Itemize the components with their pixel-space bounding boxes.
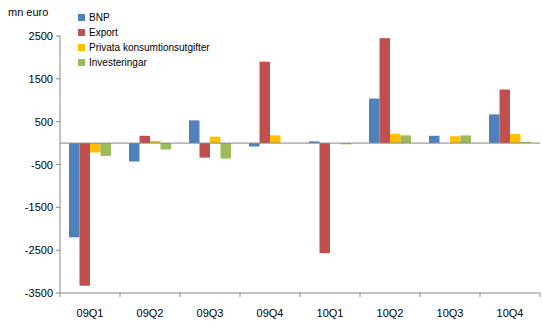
- y-tick: [56, 164, 60, 165]
- bar: [80, 143, 91, 286]
- x-tick-label: 10Q4: [497, 307, 524, 319]
- bar: [390, 134, 401, 143]
- bar: [320, 143, 331, 253]
- x-tick-label: 10Q3: [437, 307, 464, 319]
- y-tick-label: -2500: [25, 244, 53, 256]
- y-tick-label: 1500: [29, 73, 53, 85]
- bar: [90, 143, 101, 152]
- bar: [249, 143, 260, 146]
- y-axis-label: mn euro: [8, 6, 48, 18]
- bar: [161, 143, 172, 149]
- bar: [429, 136, 440, 143]
- x-tick-label: 09Q2: [137, 307, 164, 319]
- x-tick-label: 09Q1: [77, 307, 104, 319]
- y-tick: [56, 78, 60, 79]
- y-tick-label: -1500: [25, 201, 53, 213]
- x-tick-label: 10Q1: [317, 307, 344, 319]
- bar: [101, 143, 112, 156]
- legend-label: Investeringar: [89, 57, 147, 68]
- x-tick-label: 10Q2: [377, 307, 404, 319]
- y-tick-label: -500: [31, 159, 53, 171]
- bars: [69, 38, 531, 286]
- bar: [129, 143, 140, 161]
- bar: [200, 143, 211, 158]
- y-tick: [56, 293, 60, 294]
- y-tick: [56, 207, 60, 208]
- zero-line: [60, 143, 540, 144]
- y-axis: [60, 36, 61, 293]
- x-tick: [120, 293, 121, 297]
- legend-swatch: [78, 14, 85, 21]
- y-tick: [56, 36, 60, 37]
- x-tick: [420, 293, 421, 297]
- y-tick: [56, 250, 60, 251]
- bar: [210, 137, 221, 143]
- legend-label: Export: [89, 27, 118, 38]
- y-tick-label: -3500: [25, 287, 53, 299]
- bar: [69, 143, 80, 237]
- legend-swatch: [78, 44, 85, 51]
- bar: [489, 114, 500, 143]
- x-tick: [240, 293, 241, 297]
- legend-swatch: [78, 29, 85, 36]
- x-tick: [360, 293, 361, 297]
- y-tick-label: 2500: [29, 30, 53, 42]
- x-tick: [180, 293, 181, 297]
- y-tick: [56, 121, 60, 122]
- x-tick: [300, 293, 301, 297]
- bar: [510, 134, 521, 143]
- bar: [270, 135, 281, 143]
- bar: [500, 90, 511, 144]
- bar: [401, 135, 412, 143]
- bar: [380, 38, 391, 143]
- x-tick: [60, 293, 61, 297]
- x-tick-label: 09Q4: [257, 307, 284, 319]
- x-tick-label: 09Q3: [197, 307, 224, 319]
- bar: [221, 143, 232, 158]
- bar: [450, 136, 461, 143]
- bar: [260, 62, 271, 143]
- x-tick: [480, 293, 481, 297]
- bar: [189, 120, 200, 143]
- x-tick: [540, 293, 541, 297]
- legend-swatch: [78, 59, 85, 66]
- y-tick-label: 500: [35, 116, 53, 128]
- legend-label: BNP: [89, 12, 110, 23]
- bar: [461, 135, 472, 143]
- bar: [140, 136, 151, 143]
- bar: [369, 99, 380, 144]
- legend-label: Privata konsumtionsutgifter: [89, 42, 210, 53]
- chart: mn euro -3500 -2500 -1500 -500 500 1500 2500 09Q…: [0, 0, 542, 335]
